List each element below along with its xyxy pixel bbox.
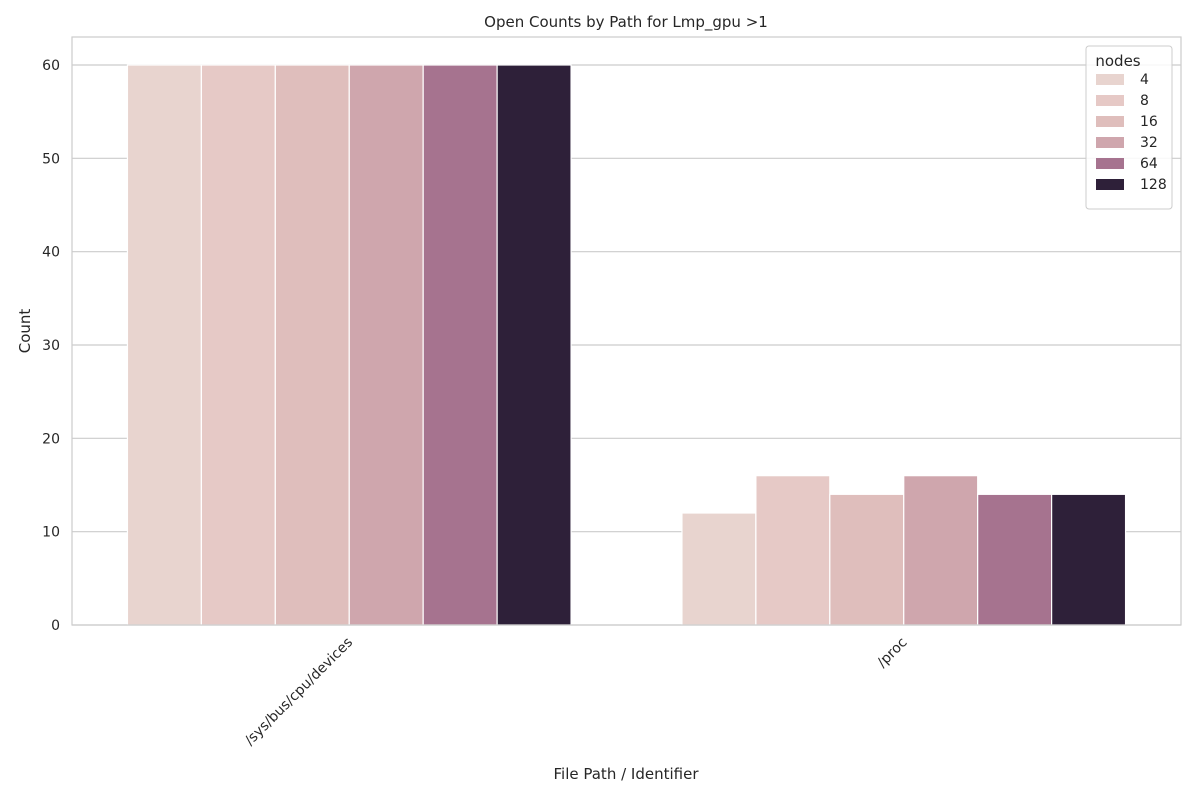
bar: [422, 64, 498, 626]
legend-swatch: [1096, 95, 1124, 106]
legend-swatch: [1096, 137, 1124, 148]
bar: [126, 64, 202, 626]
bar: [348, 64, 424, 626]
y-tick-label: 50: [42, 151, 60, 167]
bar: [829, 493, 905, 626]
y-tick-label: 30: [42, 338, 60, 354]
y-tick-labels: 0 10 20 30 40 50 60: [42, 58, 60, 634]
y-tick-label: 20: [42, 431, 60, 447]
y-tick-label: 0: [51, 618, 60, 634]
bar: [1051, 493, 1127, 626]
plot-frame: [71, 36, 1182, 626]
bar: [977, 493, 1053, 626]
bar: [274, 64, 350, 626]
bar: [681, 512, 757, 626]
legend-label: 16: [1140, 114, 1158, 130]
legend-title: nodes: [1095, 52, 1140, 70]
legend-swatch: [1096, 116, 1124, 127]
legend-entry: 4: [1096, 72, 1149, 88]
y-tick-label: 10: [42, 525, 60, 541]
legend-entry: 32: [1096, 135, 1158, 151]
legend-entry: 64: [1096, 156, 1158, 172]
x-tick-label: /sys/bus/cpu/devices: [242, 635, 356, 749]
legend-swatch: [1096, 74, 1124, 85]
legend-items: 4 8 16 32 64 128: [1096, 72, 1167, 193]
bar: [755, 475, 831, 626]
legend-entry: 16: [1096, 114, 1158, 130]
x-axis-label: File Path / Identifier: [554, 765, 700, 783]
y-tick-label: 40: [42, 245, 60, 261]
y-tick-label: 60: [42, 58, 60, 74]
bar: [496, 64, 572, 626]
legend: nodes 4 8 16 32 64 128: [1085, 45, 1173, 210]
legend-entry: 8: [1096, 93, 1149, 109]
legend-label: 8: [1140, 93, 1149, 109]
legend-label: 128: [1140, 177, 1167, 193]
legend-label: 4: [1140, 72, 1149, 88]
bar: [903, 475, 979, 626]
legend-entry: 128: [1096, 177, 1167, 193]
bar: [200, 64, 276, 626]
x-tick-label: /proc: [874, 635, 910, 671]
chart-title: Open Counts by Path for Lmp_gpu >1: [484, 13, 768, 32]
legend-swatch: [1096, 179, 1124, 190]
x-tick-labels: /sys/bus/cpu/devices/proc: [242, 635, 911, 749]
legend-swatch: [1096, 158, 1124, 169]
y-axis-label: Count: [16, 309, 34, 354]
legend-label: 32: [1140, 135, 1158, 151]
legend-label: 64: [1140, 156, 1158, 172]
